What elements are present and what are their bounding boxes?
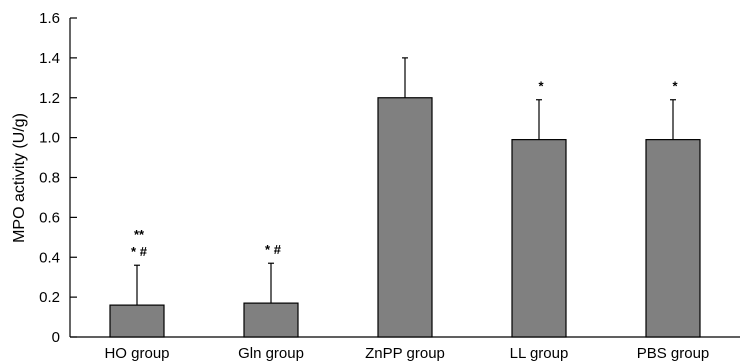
y-tick-label: 1.0 [39, 130, 60, 147]
bar [243, 302, 299, 338]
category-label: HO group [104, 345, 169, 362]
significance-annotations: *** # * #* * [131, 79, 678, 259]
category-labels: HO group Gln group ZnPP group LL group PBS g… [104, 345, 709, 362]
bar [645, 139, 701, 338]
y-tick-label: 0.2 [39, 289, 60, 306]
category-label: Gln group [238, 345, 304, 362]
y-tick-label: 0.8 [39, 170, 60, 187]
bar [377, 97, 433, 338]
significance-mark: * [672, 79, 678, 94]
category-label: PBS group [637, 345, 710, 362]
significance-mark: * [538, 79, 544, 94]
y-tick-label: 0.4 [39, 249, 60, 266]
y-tick-label: 0 [52, 329, 60, 346]
y-tick-label: 0.6 [39, 209, 60, 226]
y-tick-label: 1.6 [39, 10, 60, 27]
bar [109, 304, 165, 338]
bar [511, 139, 567, 338]
significance-mark: * # [265, 242, 282, 257]
error-bars [134, 57, 676, 306]
bars [109, 97, 701, 338]
y-tick-label: 1.4 [39, 50, 60, 67]
significance-mark: * # [131, 244, 148, 259]
significance-mark: ** [134, 227, 145, 242]
y-ticks: 0 0.2 0.4 0.6 0.8 1.0 1.2 1.4 1.6 [39, 10, 77, 346]
category-label: ZnPP group [365, 345, 445, 362]
category-label: LL group [510, 345, 569, 362]
y-axis-title: MPO activity (U/g) [11, 113, 28, 243]
y-tick-label: 1.2 [39, 90, 60, 107]
